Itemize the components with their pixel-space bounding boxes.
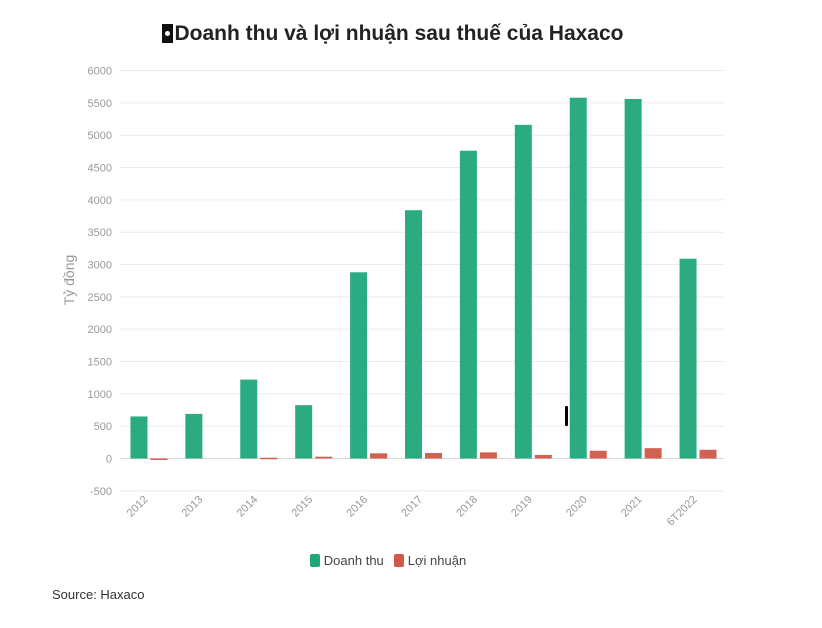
x-tick-label: 2013 xyxy=(180,494,206,520)
profit-bar xyxy=(699,449,717,459)
y-axis-label: Tỷ đồng xyxy=(61,255,77,306)
x-tick-label: 2021 xyxy=(619,494,645,520)
y-tick-label: 1500 xyxy=(88,357,112,369)
x-tick-label: 2015 xyxy=(290,494,316,520)
profit-bar xyxy=(479,452,497,459)
source-note: Source: Haxaco xyxy=(52,587,145,602)
x-tick-label: 2016 xyxy=(344,494,370,520)
x-tick-label: 2020 xyxy=(564,494,590,520)
revenue-bar xyxy=(240,379,258,459)
y-tick-label: 3000 xyxy=(88,260,112,272)
revenue-bar xyxy=(130,416,148,459)
profit-bar xyxy=(370,453,388,459)
y-tick-label: -500 xyxy=(90,486,112,498)
legend: Doanh thu Lợi nhuận xyxy=(0,553,776,568)
x-tick-label: 2019 xyxy=(509,494,535,520)
haxaco-logo-icon xyxy=(162,24,174,43)
grid-lines xyxy=(120,70,724,492)
revenue-bar xyxy=(679,258,697,459)
y-tick-label: 2500 xyxy=(88,292,112,304)
chart-title: Doanh thu và lợi nhuận sau thuế của Haxa… xyxy=(0,22,786,46)
y-tick-label: 500 xyxy=(94,421,112,433)
x-axis: 2012 2013 2014 2015 2016 2017 2018 2019 2020 2021… xyxy=(125,494,700,529)
revenue-bar xyxy=(185,413,203,459)
revenue-bar xyxy=(624,98,642,459)
y-tick-label: 6000 xyxy=(88,66,112,78)
y-axis: -500 0 500 1000 1500 2000 2500 3000 3500 4000 4500… xyxy=(88,66,112,498)
revenue-bar xyxy=(514,124,532,459)
x-tick-label: 6T2022 xyxy=(665,494,700,529)
x-tick-label: 2014 xyxy=(235,494,261,520)
profit-bar xyxy=(260,457,278,460)
profit-bar xyxy=(534,454,552,459)
y-tick-label: 2000 xyxy=(88,324,112,336)
bars xyxy=(130,97,717,460)
profit-bar xyxy=(425,453,442,459)
legend-item-revenue[interactable]: Doanh thu xyxy=(309,553,384,568)
legend-label-profit: Lợi nhuận xyxy=(407,553,467,568)
x-tick-label: 2018 xyxy=(454,494,480,520)
profit-bar xyxy=(150,458,168,460)
x-tick-label: 2017 xyxy=(399,494,425,520)
legend-label-revenue: Doanh thu xyxy=(323,553,384,568)
revenue-bar xyxy=(459,150,477,459)
legend-swatch-profit xyxy=(393,554,404,567)
y-tick-label: 1000 xyxy=(88,389,112,401)
legend-swatch-revenue xyxy=(309,554,320,567)
revenue-bar xyxy=(350,272,368,459)
y-tick-label: 4000 xyxy=(88,195,112,207)
y-tick-label: 4500 xyxy=(88,163,112,175)
profit-bar xyxy=(644,448,662,459)
y-tick-label: 0 xyxy=(106,454,112,466)
y-tick-label: 5000 xyxy=(88,130,112,142)
legend-item-profit[interactable]: Lợi nhuận xyxy=(393,553,467,568)
x-tick-label: 2012 xyxy=(125,494,151,520)
profit-bar xyxy=(315,456,333,459)
revenue-bar xyxy=(569,97,587,459)
y-tick-label: 5500 xyxy=(88,98,112,110)
profit-bar xyxy=(589,450,607,459)
revenue-bar xyxy=(405,210,422,459)
y-tick-label: 3500 xyxy=(88,227,112,239)
chart-title-text: Doanh thu và lợi nhuận sau thuế của Haxa… xyxy=(174,22,624,45)
cursor-marker xyxy=(565,406,568,426)
revenue-bar xyxy=(295,405,313,459)
